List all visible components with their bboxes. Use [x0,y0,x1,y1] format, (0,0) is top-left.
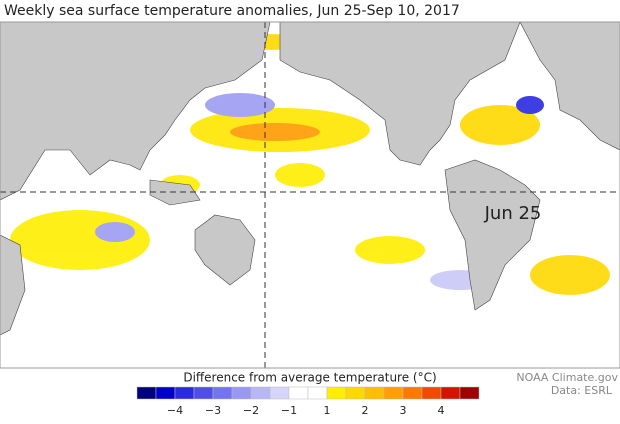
land [0,21,620,336]
tick-label: 4 [438,404,445,417]
color-swatch [459,386,480,400]
color-swatch [288,386,309,400]
tick-label: −2 [243,404,259,417]
legend-title: Difference from average temperature (°C) [183,371,436,385]
tick-label: −3 [205,404,221,417]
color-swatch [250,386,271,400]
color-swatch [174,386,195,400]
map [0,21,620,369]
color-swatch [421,386,442,400]
color-swatch [307,386,328,400]
color-swatch [402,386,423,400]
color-swatch [364,386,385,400]
credit: NOAA Climate.gov [516,371,618,384]
tick-label: 1 [324,404,331,417]
color-swatch [269,386,290,400]
color-swatch [155,386,176,400]
tick-label: −1 [281,404,297,417]
color-swatch [136,386,157,400]
tick-label: 2 [362,404,369,417]
date-label: Jun 25 [484,203,542,224]
color-swatch [212,386,233,400]
title: Weekly sea surface temperature anomalies… [4,3,460,19]
color-swatch [231,386,252,400]
tick-label: 3 [400,404,407,417]
color-swatch [440,386,461,400]
tick-label: −4 [167,404,183,417]
color-swatch [345,386,366,400]
color-swatch [193,386,214,400]
color-swatch [326,386,347,400]
color-swatch [383,386,404,400]
map-border [0,21,620,369]
credit: Data: ESRL [551,384,613,397]
colorbar: −4 −3 −2 −1 1 2 3 4 [136,386,480,417]
